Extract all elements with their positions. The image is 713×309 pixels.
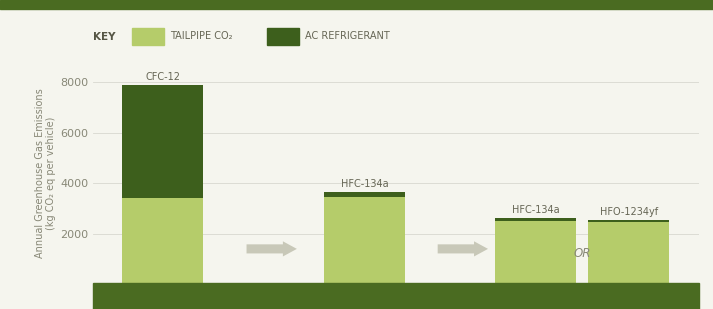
- Text: OR: OR: [573, 248, 591, 260]
- Text: AC REFRIGERANT: AC REFRIGERANT: [305, 31, 390, 41]
- Text: KEY: KEY: [93, 32, 116, 42]
- Text: CFC-12: CFC-12: [145, 71, 180, 82]
- Bar: [122, 198, 203, 284]
- Text: HFO-1234yf: HFO-1234yf: [600, 207, 658, 217]
- Bar: [588, 220, 670, 222]
- Polygon shape: [247, 241, 297, 256]
- Bar: [324, 197, 405, 284]
- Text: HFC-134a: HFC-134a: [341, 179, 389, 189]
- Bar: [495, 221, 576, 284]
- Text: HFC-134a: HFC-134a: [512, 205, 560, 214]
- Bar: [495, 218, 576, 221]
- Bar: [588, 222, 670, 284]
- Bar: [122, 85, 203, 198]
- Bar: [324, 192, 405, 197]
- Y-axis label: Annual Greenhouse Gas Emissions
(kg CO₂ eq per vehicle): Annual Greenhouse Gas Emissions (kg CO₂ …: [35, 88, 56, 258]
- Text: TAILPIPE CO₂: TAILPIPE CO₂: [170, 31, 232, 41]
- Polygon shape: [438, 241, 488, 256]
